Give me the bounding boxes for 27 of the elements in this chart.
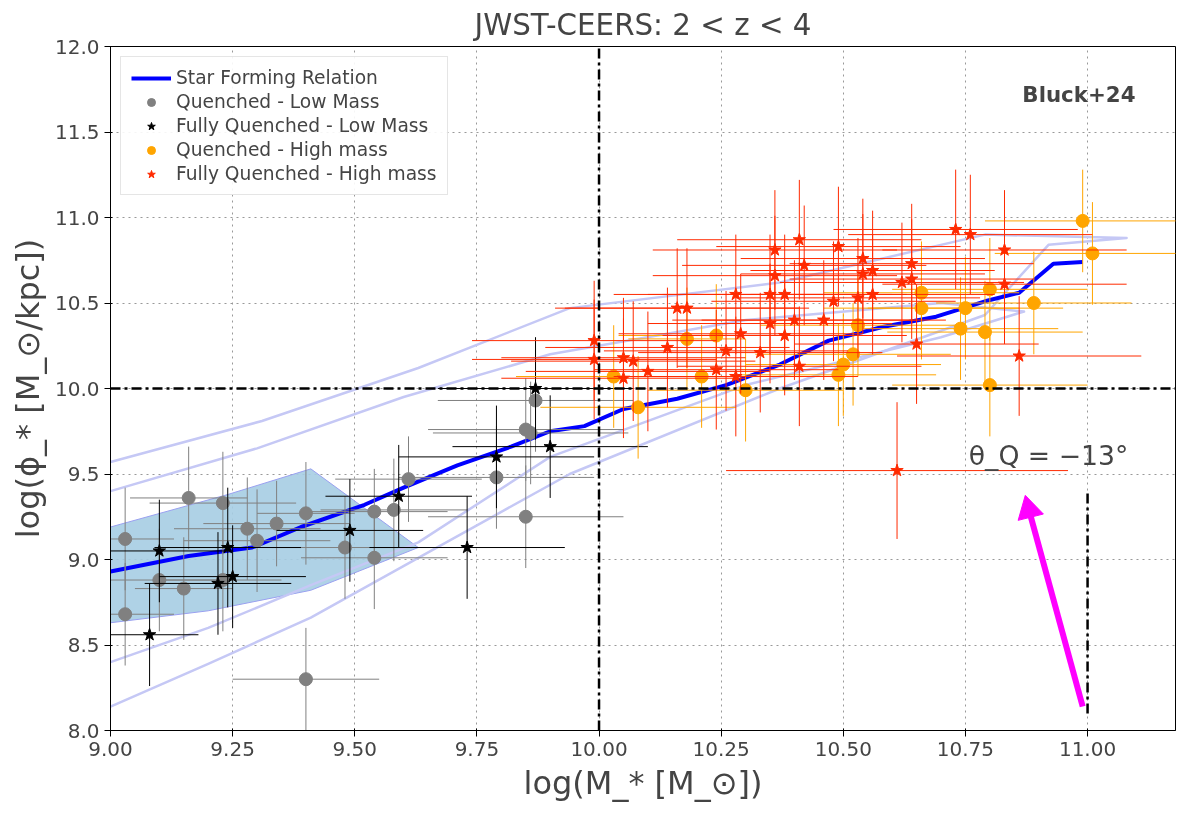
y-tick-label: 11.0 — [54, 205, 100, 230]
y-tick-label: 8.0 — [67, 718, 100, 743]
annotation: Bluck+24 — [1022, 81, 1136, 107]
y-tick-label: 9.0 — [67, 547, 100, 572]
x-axis-title: log(M_* [M_⊙]) — [523, 763, 763, 802]
y-tick-label: 11.5 — [54, 120, 100, 144]
legend-label: Quenched - High mass — [176, 139, 388, 160]
x-tick-label: 9.25 — [210, 736, 255, 761]
x-tick-label: 10.50 — [814, 736, 872, 761]
x-tick-label: 11.00 — [1058, 736, 1117, 761]
x-tick-label: 10.25 — [692, 736, 750, 761]
chart-title: JWST-CEERS: 2 < z < 4 — [472, 7, 812, 42]
y-axis-title: log(ϕ_* [M_⊙/kpc]) — [8, 238, 47, 539]
legend-label: Star Forming Relation — [176, 67, 378, 88]
x-tick-label: 9.50 — [332, 736, 378, 761]
annotation: θ_Q = −13° — [968, 439, 1129, 471]
x-tick-label: 10.75 — [936, 736, 995, 761]
legend-label: Fully Quenched - High mass — [176, 163, 437, 184]
y-tick-label: 9.5 — [67, 462, 100, 486]
x-tick-label: 10.00 — [570, 736, 628, 761]
x-tick-label: 9.75 — [454, 736, 500, 761]
legend-label: Fully Quenched - Low Mass — [176, 115, 429, 136]
y-tick-label: 12.0 — [54, 34, 100, 59]
y-tick-label: 8.5 — [67, 633, 100, 657]
legend-label: Quenched - Low Mass — [176, 91, 380, 112]
y-tick-label: 10.0 — [54, 376, 100, 401]
y-tick-label: 10.5 — [54, 291, 100, 315]
